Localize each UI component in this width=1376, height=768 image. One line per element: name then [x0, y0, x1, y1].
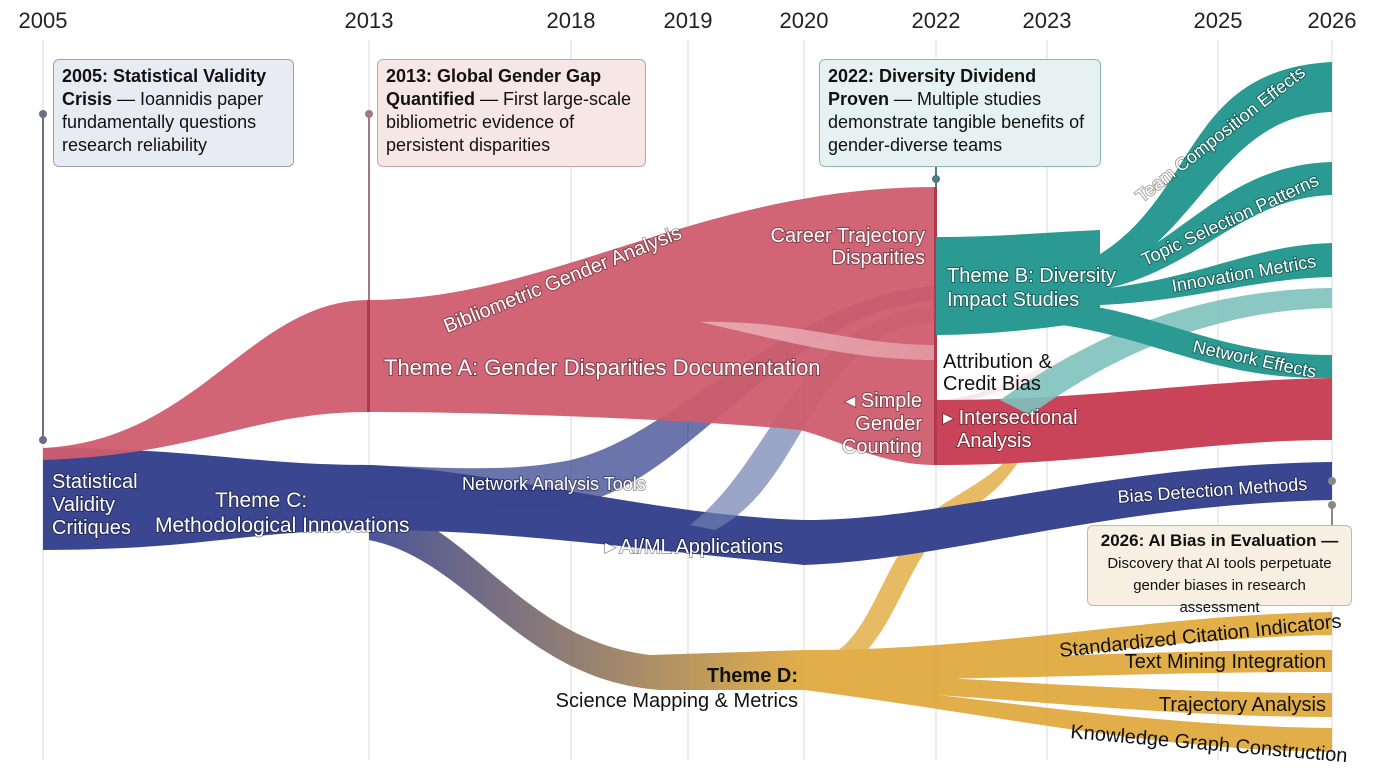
label-theme-b-1: Theme B: Diversity [947, 265, 1116, 287]
flow-citation [804, 612, 1332, 672]
flow-network-effects [1020, 300, 1332, 379]
flow-light-teal [1000, 288, 1332, 415]
callout-2026: 2026: AI Bias in Evaluation — Discovery t… [1087, 525, 1352, 616]
flow-labels: Bibliometric Gender Analysis Theme A: Ge… [51, 61, 1348, 767]
label-stat-1: Statistical [52, 471, 138, 493]
year-label: 2026 [1308, 8, 1357, 33]
year-axis: 2005 2013 2018 2019 2020 2022 2023 2025 … [19, 8, 1357, 33]
year-label: 2019 [664, 8, 713, 33]
label-simple-1: ◂ Simple [845, 390, 922, 412]
label-trajectory: Trajectory Analysis [1159, 694, 1326, 716]
year-label: 2023 [1023, 8, 1072, 33]
callout-title: 2013: Global Gender Gap Quantified [386, 66, 602, 109]
flow-knowledge-graph [804, 680, 1332, 752]
callout-body: — First large-scale bibliometric evidenc… [386, 89, 632, 155]
label-career-1: Career Trajectory [771, 225, 926, 247]
flow-aiml [690, 305, 936, 530]
label-career-2: Disparities [832, 247, 925, 269]
flow-d-to-intersectional [820, 440, 1030, 680]
label-theme-a: Theme A: Gender Disparities Documentatio… [384, 355, 821, 380]
year-label: 2025 [1194, 8, 1243, 33]
label-attribution-1: Attribution & [943, 351, 1053, 373]
callout-title: 2022: Diversity Dividend Proven [828, 66, 1037, 109]
label-simple-3: Counting [842, 436, 922, 458]
callout-2022: 2022: Diversity Dividend Proven — Multip… [819, 59, 1101, 167]
callout-body: — Ioannidis paper fundamentally question… [62, 89, 264, 155]
label-theme-c-2: Methodological Innovations [155, 514, 410, 537]
callout-title: 2026: AI Bias in Evaluation — [1100, 531, 1339, 550]
year-label: 2013 [345, 8, 394, 33]
label-attribution-2: Credit Bias [943, 373, 1041, 395]
flow-attribution [700, 315, 1180, 405]
label-theme-d-2: Science Mapping & Metrics [556, 690, 798, 712]
label-network-tools: Network Analysis Tools [462, 474, 646, 494]
flow-theme-c-main [43, 448, 1332, 565]
year-label: 2005 [19, 8, 68, 33]
label-theme-b-2: Impact Studies [947, 289, 1079, 311]
flow-team-composition [1090, 62, 1332, 280]
label-theme-c-1: Theme C: [215, 489, 307, 512]
theme-b-flows [936, 62, 1332, 415]
label-intersectional-1: ▸ Intersectional [943, 407, 1078, 429]
flow-innovation [1090, 243, 1332, 305]
callout-title: 2005: Statistical Validity Crisis [62, 66, 267, 109]
year-label: 2022 [912, 8, 961, 33]
callout-body: — Multiple studies demonstrate tangible … [828, 89, 1085, 155]
label-aiml: ▸ AI/ML Applications [605, 536, 783, 558]
theme-a-flows [43, 187, 1332, 465]
flow-text-mining [804, 650, 1332, 680]
callout-body: Discovery that AI tools perpetuate gende… [1107, 555, 1332, 616]
theme-a-node-2013 [367, 300, 370, 412]
flow-theme-a-main [43, 187, 936, 465]
label-intersectional-2: Analysis [957, 430, 1031, 452]
callout-2005: 2005: Statistical Validity Crisis — Ioan… [53, 59, 294, 167]
callout-pins [39, 110, 1336, 525]
year-label: 2018 [547, 8, 596, 33]
flow-topic-selection [1090, 162, 1332, 290]
label-theme-d-1: Theme D: [707, 665, 798, 687]
label-simple-2: Gender [855, 413, 922, 435]
theme-a-node-2022 [934, 187, 937, 465]
flow-trajectory [804, 670, 1332, 717]
label-text-mining: Text Mining Integration [1125, 651, 1326, 673]
callout-2013: 2013: Global Gender Gap Quantified — Fir… [377, 59, 646, 167]
label-network-effects: Network Effects [1191, 336, 1318, 382]
label-stat-3: Critiques [52, 517, 131, 539]
year-label: 2020 [780, 8, 829, 33]
label-stat-2: Validity [52, 494, 115, 516]
